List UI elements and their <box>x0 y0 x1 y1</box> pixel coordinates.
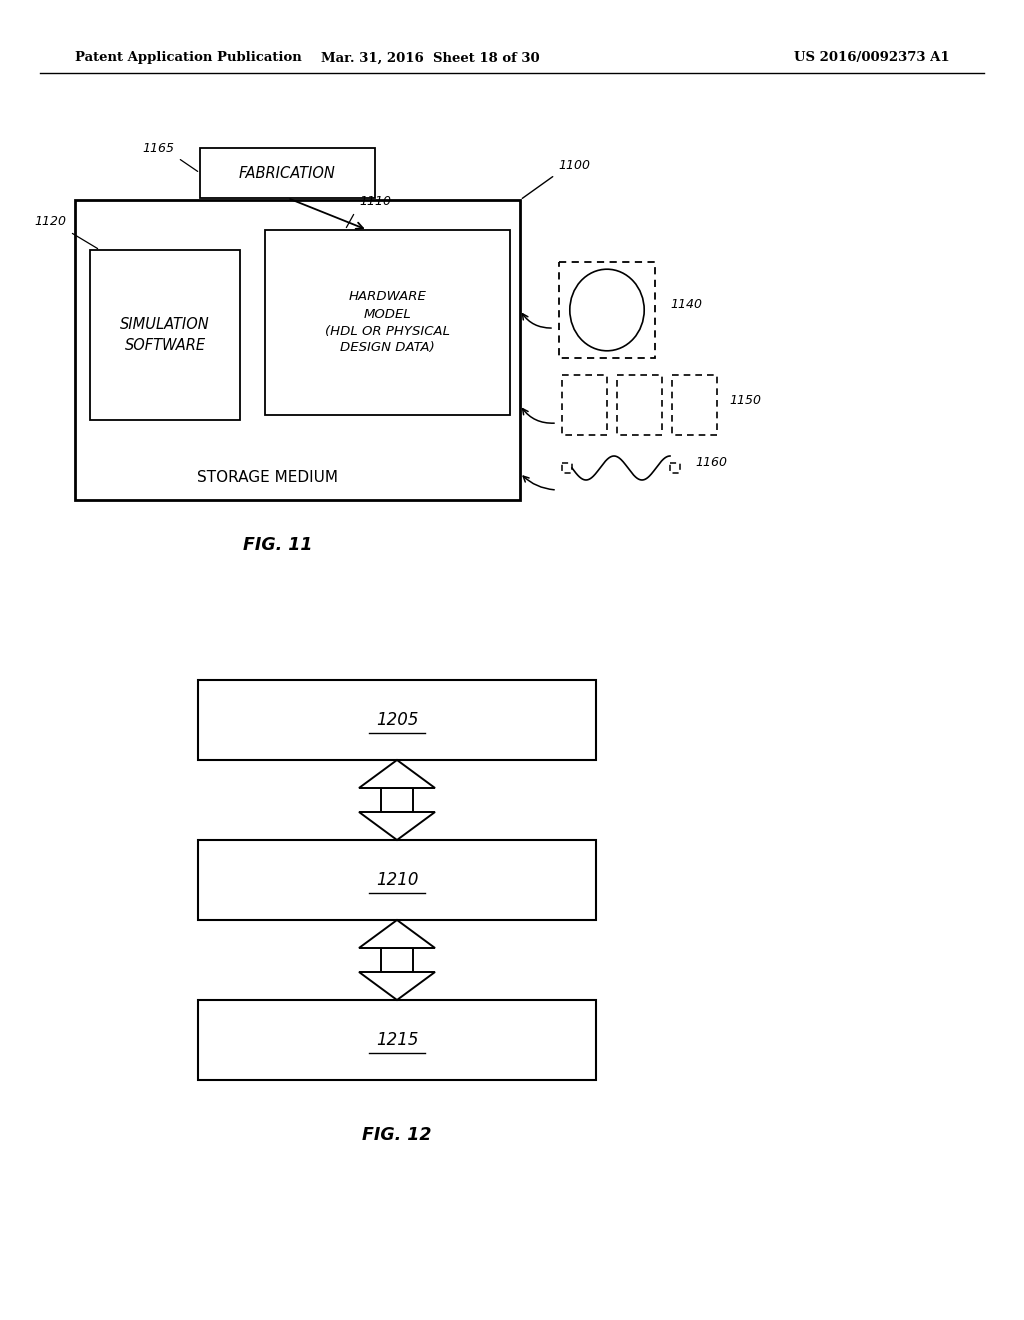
Bar <box>198 840 596 920</box>
Text: 1110: 1110 <box>359 195 391 209</box>
Polygon shape <box>359 920 435 948</box>
Bar <box>670 463 680 473</box>
Bar <box>75 201 520 500</box>
Bar <box>381 948 413 972</box>
Bar <box>90 249 240 420</box>
Text: 1210: 1210 <box>376 871 418 888</box>
Bar <box>198 1001 596 1080</box>
Text: 1140: 1140 <box>670 298 702 312</box>
Bar <box>672 375 717 436</box>
Text: Patent Application Publication: Patent Application Publication <box>75 51 302 65</box>
Text: 1160: 1160 <box>695 457 727 470</box>
Text: Mar. 31, 2016  Sheet 18 of 30: Mar. 31, 2016 Sheet 18 of 30 <box>321 51 540 65</box>
Text: SIMULATION
SOFTWARE: SIMULATION SOFTWARE <box>120 317 210 352</box>
Text: FIG. 12: FIG. 12 <box>362 1126 432 1144</box>
Text: STORAGE MEDIUM: STORAGE MEDIUM <box>198 470 338 486</box>
Text: 1165: 1165 <box>142 143 174 154</box>
Ellipse shape <box>569 269 644 351</box>
Text: 1215: 1215 <box>376 1031 418 1049</box>
Polygon shape <box>359 972 435 1001</box>
Bar <box>562 463 572 473</box>
Text: 1205: 1205 <box>376 711 418 729</box>
Bar <box>562 375 607 436</box>
Text: US 2016/0092373 A1: US 2016/0092373 A1 <box>795 51 950 65</box>
Text: 1120: 1120 <box>34 215 66 228</box>
Text: HARDWARE
MODEL
(HDL OR PHYSICAL
DESIGN DATA): HARDWARE MODEL (HDL OR PHYSICAL DESIGN D… <box>325 290 450 355</box>
Text: FABRICATION: FABRICATION <box>239 165 336 181</box>
Polygon shape <box>359 760 435 788</box>
Bar <box>198 680 596 760</box>
Bar <box>265 230 510 414</box>
Bar <box>200 148 375 198</box>
Text: 1100: 1100 <box>558 158 590 172</box>
Bar <box>381 788 413 812</box>
Bar <box>559 261 655 358</box>
Polygon shape <box>359 812 435 840</box>
Text: 1150: 1150 <box>729 393 761 407</box>
Bar <box>617 375 662 436</box>
Text: FIG. 11: FIG. 11 <box>243 536 312 554</box>
